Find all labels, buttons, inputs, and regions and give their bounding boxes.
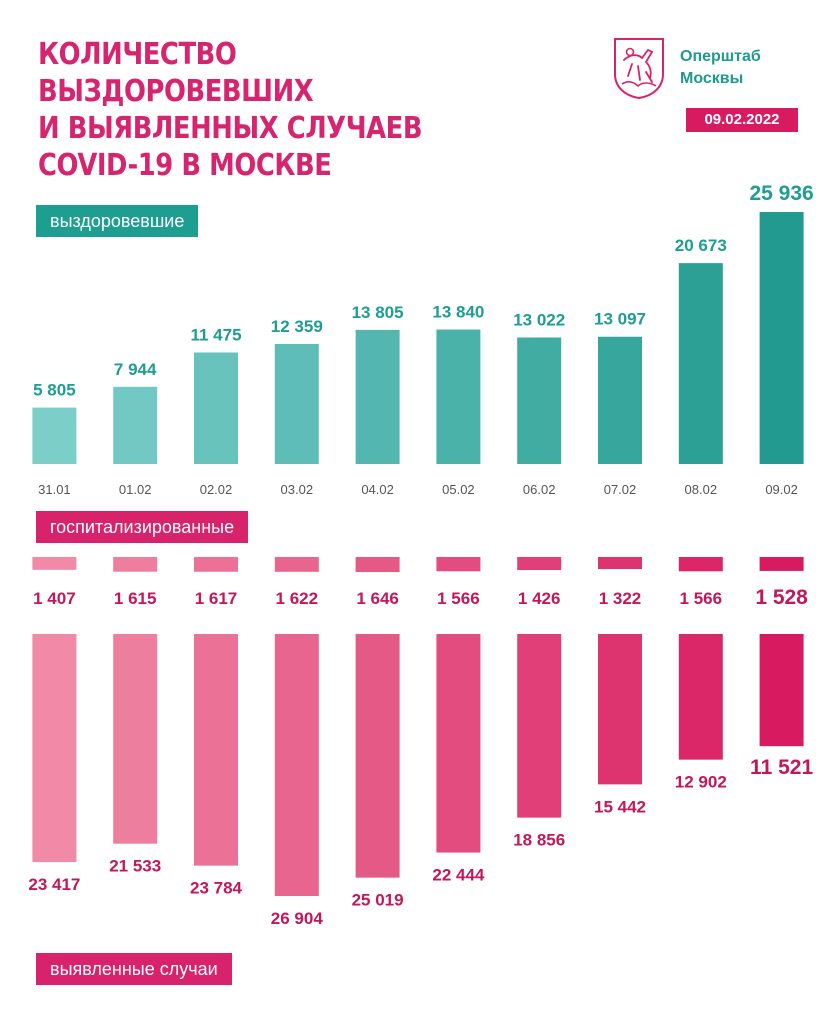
recovered-value-label: 25 936 <box>749 182 813 205</box>
title-line-3: COVID-19 В МОСКВЕ <box>38 148 332 183</box>
x-tick-label: 03.02 <box>281 482 314 497</box>
cases-bar <box>436 634 481 853</box>
legend-recovered: выздоровевшие <box>36 205 199 237</box>
cases-bar <box>678 634 723 760</box>
org-name: Оперштаб Москвы <box>680 46 810 90</box>
cases-bar <box>598 634 642 785</box>
cases-bar <box>113 634 158 844</box>
hospitalized-bar <box>194 557 238 572</box>
recovered-bar <box>759 212 804 464</box>
hospitalized-value-label: 1 528 <box>755 586 808 609</box>
x-tick-label: 09.02 <box>765 482 798 497</box>
recovered-value-label: 11 475 <box>190 326 241 345</box>
page-title: КОЛИЧЕСТВО ВЫЗДОРОВЕВШИХ И ВЫЯВЛЕННЫХ СЛ… <box>38 36 442 184</box>
cases-value-label: 11 521 <box>750 756 813 779</box>
hospitalized-value-label: 1 566 <box>680 589 723 608</box>
cases-value-label: 25 019 <box>352 891 404 910</box>
title-line-1: КОЛИЧЕСТВО ВЫЗДОРОВЕВШИХ <box>38 37 314 109</box>
hospitalized-bar <box>678 557 723 572</box>
hospitalized-bar <box>274 557 319 572</box>
cases-bar <box>759 634 804 747</box>
recovered-bar <box>194 352 238 464</box>
cases-value-label: 21 533 <box>109 857 161 876</box>
cases-value-label: 22 444 <box>432 866 485 885</box>
x-tick-label: 01.02 <box>119 482 152 497</box>
cases-bar <box>274 634 319 896</box>
org-line-1: Оперштаб <box>680 48 761 65</box>
cases-bar <box>355 634 400 878</box>
cases-value-label: 26 904 <box>271 909 324 928</box>
recovered-value-label: 13 805 <box>352 303 404 322</box>
recovered-value-label: 7 944 <box>114 360 157 379</box>
recovered-bar <box>517 337 562 464</box>
recovered-bar <box>678 263 723 464</box>
cases-value-label: 23 784 <box>190 879 243 898</box>
recovered-value-label: 5 805 <box>33 381 76 400</box>
recovered-value-label: 12 359 <box>271 317 323 336</box>
recovered-bar <box>113 386 158 464</box>
x-tick-label: 06.02 <box>523 482 556 497</box>
hospitalized-value-label: 1 615 <box>114 589 157 608</box>
hospitalized-value-label: 1 617 <box>195 589 238 608</box>
legend-hospitalized: госпитализированные <box>36 511 249 543</box>
hospitalized-value-label: 1 622 <box>276 589 319 608</box>
hospitalized-value-label: 1 646 <box>356 589 399 608</box>
cases-bar <box>517 634 562 818</box>
hospitalized-bar <box>436 557 481 572</box>
hospitalized-bar <box>32 557 77 570</box>
legend-cases: выявленные случаи <box>36 953 232 985</box>
hospitalized-bar <box>759 557 804 571</box>
x-tick-label: 05.02 <box>442 482 475 497</box>
x-tick-label: 31.01 <box>38 482 71 497</box>
hospitalized-value-label: 1 322 <box>599 589 642 608</box>
recovered-value-label: 13 022 <box>513 310 565 329</box>
cases-value-label: 18 856 <box>513 831 565 850</box>
recovered-bar <box>598 336 642 464</box>
hospitalized-bar <box>355 557 400 572</box>
hospitalized-value-label: 1 426 <box>518 589 561 608</box>
x-tick-label: 04.02 <box>361 482 394 497</box>
hospitalized-value-label: 1 566 <box>437 589 480 608</box>
hospitalized-bar <box>517 557 562 570</box>
cases-bar <box>194 634 238 866</box>
cases-bar <box>32 634 77 863</box>
recovered-bar <box>355 329 400 464</box>
x-tick-label: 08.02 <box>685 482 718 497</box>
x-tick-label: 07.02 <box>604 482 637 497</box>
x-tick-label: 02.02 <box>200 482 233 497</box>
moscow-coat-of-arms-icon <box>612 36 666 100</box>
date-badge: 09.02.2022 <box>686 108 798 132</box>
hospitalized-bar <box>598 557 642 570</box>
cases-value-label: 23 417 <box>28 875 80 894</box>
cases-value-label: 12 902 <box>675 773 727 792</box>
recovered-value-label: 13 840 <box>432 303 484 322</box>
recovered-value-label: 13 097 <box>594 310 646 329</box>
hospitalized-value-label: 1 407 <box>33 589 76 608</box>
recovered-bar <box>274 343 319 464</box>
title-line-2: И ВЫЯВЛЕННЫХ СЛУЧАЕВ <box>38 111 423 146</box>
org-line-2: Москвы <box>680 70 744 87</box>
cases-value-label: 15 442 <box>594 797 646 816</box>
recovered-bar <box>32 407 77 464</box>
recovered-value-label: 20 673 <box>675 236 727 255</box>
recovered-bar <box>436 329 481 464</box>
hospitalized-bar <box>113 557 158 572</box>
